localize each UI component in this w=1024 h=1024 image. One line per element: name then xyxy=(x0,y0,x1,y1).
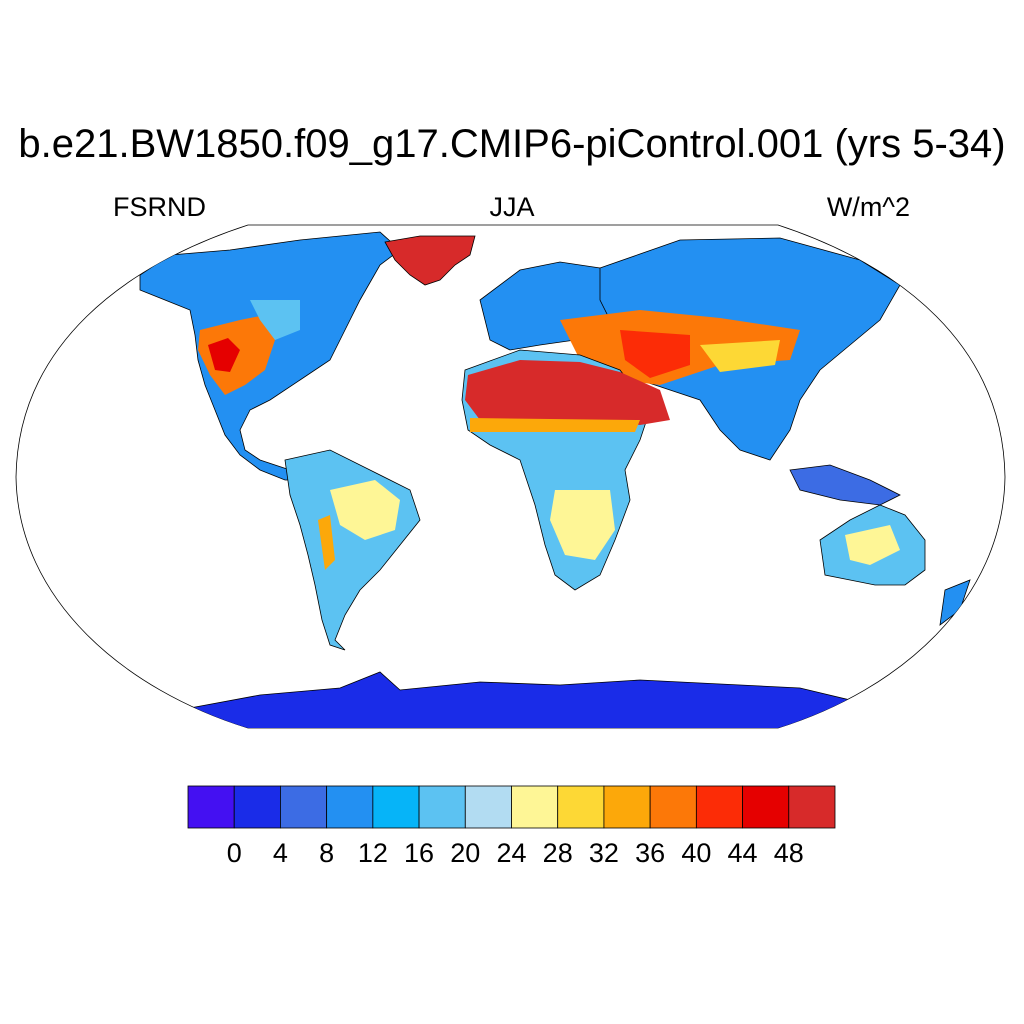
colorbar-box xyxy=(233,785,281,829)
se-asia-islands xyxy=(789,464,901,506)
colorbar-box xyxy=(649,785,697,829)
colorbar-box xyxy=(742,785,790,829)
colorbar-box xyxy=(326,785,374,829)
variable-label: FSRND xyxy=(113,192,206,222)
colorbar-tick-label: 44 xyxy=(727,838,758,868)
sa-andes xyxy=(318,515,335,570)
tibet xyxy=(700,340,780,372)
colorbar-box xyxy=(557,785,605,829)
colorbar-box xyxy=(788,785,836,829)
na-southwest-core xyxy=(208,338,240,372)
colorbar-box xyxy=(511,785,559,829)
colorbar-tick-label: 0 xyxy=(226,838,242,868)
colorbar-tick-label: 40 xyxy=(681,838,712,868)
greenland xyxy=(384,235,476,286)
colorbar-box xyxy=(187,785,235,829)
asia-arid-core xyxy=(620,330,690,378)
sahara-arabia xyxy=(465,360,670,425)
colorbar-box xyxy=(695,785,743,829)
colorbar-tick-label: 4 xyxy=(272,838,288,868)
colorbar-box xyxy=(603,785,651,829)
colorbar-box xyxy=(464,785,512,829)
colorbar-tick-label: 12 xyxy=(357,838,388,868)
colorbar-box xyxy=(372,785,420,829)
plot-title: b.e21.BW1850.f09_g17.CMIP6-piControl.001… xyxy=(18,122,1006,166)
colorbar-tick-label: 36 xyxy=(635,838,666,868)
colorbar-tick-label: 16 xyxy=(404,838,435,868)
colorbar-tick-label: 48 xyxy=(773,838,804,868)
colorbar-tick-label: 8 xyxy=(319,838,335,868)
sa-interior xyxy=(330,480,400,540)
southern-africa xyxy=(550,490,615,560)
colorbar-box xyxy=(418,785,466,829)
colorbar-tick-label: 20 xyxy=(450,838,481,868)
season-label: JJA xyxy=(489,192,535,222)
colorbar-tick-label: 32 xyxy=(588,838,619,868)
sahel xyxy=(470,418,640,432)
australia-interior xyxy=(845,525,900,565)
units-label: W/m^2 xyxy=(826,192,910,222)
na-plains xyxy=(250,300,300,340)
colorbar-tick-label: 24 xyxy=(496,838,527,868)
colorbar-box xyxy=(280,785,328,829)
colorbar-tick-label: 28 xyxy=(542,838,573,868)
antarctica xyxy=(189,671,851,728)
